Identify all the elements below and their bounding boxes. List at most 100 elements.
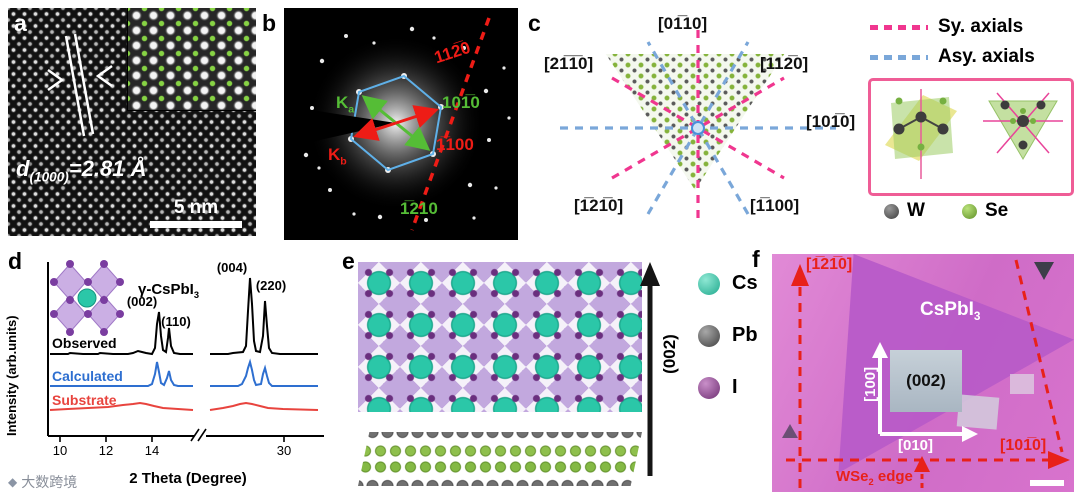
observed-series-label: Observed bbox=[52, 335, 117, 351]
legend-se-atom: Se bbox=[962, 200, 1008, 222]
panel-b-diffraction-image: Ka Kb 112̅0 101̅0 1̅100 1̅210 bbox=[284, 8, 518, 240]
calculated-curve-right bbox=[210, 358, 318, 387]
panel-f-annotations bbox=[786, 259, 1070, 488]
hexagon-outline bbox=[349, 74, 443, 172]
dspacing-value: =2.81 Å bbox=[68, 156, 147, 181]
dark-flake-icon bbox=[1034, 262, 1054, 280]
direction-1120-label: [112̅0] bbox=[760, 54, 809, 73]
panel-e-wse2-layer bbox=[358, 432, 642, 486]
panel-a-label: a bbox=[14, 10, 27, 36]
observed-curve bbox=[50, 311, 193, 356]
direction-0110-label: [01̅10] bbox=[658, 14, 708, 33]
legend-pb: Pb bbox=[698, 324, 758, 347]
right-arrow-icon bbox=[95, 64, 113, 88]
panel-c-axial-lines bbox=[560, 30, 836, 218]
dspacing-plane: (1000) bbox=[29, 169, 69, 185]
watermark: ◆ 大数跨境 bbox=[8, 472, 77, 492]
spot-1010-label: 101̅0 bbox=[442, 93, 480, 112]
observed-curve-right bbox=[210, 277, 318, 355]
xrd-x-axis-label: 2 Theta (Degree) bbox=[129, 470, 247, 487]
x-ticks bbox=[59, 436, 285, 442]
tick-12: 12 bbox=[99, 443, 113, 458]
left-arrow-icon bbox=[47, 68, 65, 92]
se-atom-label: Se bbox=[985, 200, 1009, 221]
panel-c-structure-box bbox=[868, 78, 1074, 196]
ka-opposite-arrow bbox=[395, 121, 431, 151]
axial-dashed-line bbox=[410, 17, 491, 231]
center-marker bbox=[691, 121, 705, 135]
direction-1210-label: [1̅21̅0] bbox=[574, 196, 624, 215]
panel-a-dspacing-annotation: d(1000)=2.81 Å bbox=[16, 156, 147, 184]
i-label: I bbox=[732, 376, 738, 398]
beam-stop bbox=[284, 106, 396, 148]
panel-f-optical-image: (002) [1̅21̅0] [101̅0] CsPbI3 [100] [010… bbox=[772, 254, 1074, 492]
panel-b-diffraction-pattern bbox=[284, 17, 511, 231]
watermark-text: 大数跨境 bbox=[21, 474, 78, 490]
panel-e-label: e bbox=[342, 248, 355, 274]
panel-a-lattice-spacing-marker bbox=[47, 33, 113, 137]
se-atom-icon bbox=[962, 203, 977, 219]
w-atom-icon bbox=[884, 203, 899, 219]
dspacing-symbol: d bbox=[16, 156, 30, 181]
peak-110-label: (110) bbox=[161, 314, 191, 329]
scalebar-line bbox=[150, 221, 242, 228]
cs-atom-icon bbox=[698, 272, 720, 295]
w-atom-label: W bbox=[907, 200, 925, 221]
ka-vector-arrow bbox=[361, 95, 397, 125]
direction-1100-label: [1̅100] bbox=[750, 196, 800, 215]
arrow-1010-head bbox=[1048, 451, 1070, 469]
panel-a-tem-image: d(1000)=2.81 Å 5 nm bbox=[8, 8, 256, 236]
legend-sy-axials: Sy. axials bbox=[870, 16, 1023, 38]
phase-label: γ-CsPbI3 bbox=[138, 281, 200, 300]
panel-e-perovskite-lattice bbox=[358, 262, 642, 412]
pb-atom-icon bbox=[698, 324, 720, 347]
i-atom-icon bbox=[698, 376, 720, 399]
f-wse2-edge-label: WSe2 edge bbox=[836, 468, 913, 487]
spot-1210-label: 1̅210 bbox=[400, 199, 438, 218]
watermark-logo-icon: ◆ bbox=[8, 475, 18, 489]
triangle-flake bbox=[988, 100, 1058, 160]
spot-1100-label: 1̅100 bbox=[436, 135, 474, 154]
tick-10: 10 bbox=[53, 443, 67, 458]
direction-2110-label: [21̅1̅0] bbox=[544, 54, 594, 73]
cs-atom-inset bbox=[77, 288, 97, 308]
cs-label: Cs bbox=[732, 272, 758, 294]
dark-flake-icon-2 bbox=[782, 424, 798, 438]
xrd-axes bbox=[47, 262, 324, 437]
pale-flake-2 bbox=[1010, 374, 1034, 394]
calculated-curve bbox=[50, 361, 193, 387]
panel-a-atomic-model-inset bbox=[127, 8, 256, 111]
substrate-series-label: Substrate bbox=[52, 392, 117, 408]
peak-004-label: (004) bbox=[217, 260, 247, 275]
mirror-plane-green bbox=[891, 97, 953, 159]
legend-cs: Cs bbox=[698, 272, 758, 295]
scalebar-text: 5 nm bbox=[173, 197, 219, 218]
f-direction-010-label: [010] bbox=[898, 437, 934, 454]
kb-opposite-arrow bbox=[353, 118, 397, 141]
legend-asy-axials: Asy. axials bbox=[870, 46, 1035, 68]
sy-axial-swatch bbox=[870, 24, 928, 30]
panel-f-scalebar bbox=[1030, 480, 1064, 486]
peak-002-label: (002) bbox=[127, 294, 157, 309]
wse2-edge-arrow-head bbox=[914, 456, 930, 472]
substrate-curve-right bbox=[209, 401, 319, 411]
kb-label: Kb bbox=[328, 145, 347, 168]
asy-axial-swatch bbox=[870, 54, 928, 60]
asy-axial-label: Asy. axials bbox=[938, 46, 1035, 67]
legend-w-atom: W bbox=[884, 200, 925, 222]
f-direction-1210-label: [1̅21̅0] bbox=[806, 256, 853, 273]
pb-label: Pb bbox=[732, 324, 758, 346]
panel-b-label: b bbox=[262, 10, 277, 36]
arrow-010-head bbox=[962, 426, 978, 442]
sy-axial-label: Sy. axials bbox=[938, 16, 1024, 37]
panel-c-label: c bbox=[528, 10, 541, 36]
panel-a-scalebar: 5 nm bbox=[150, 197, 242, 228]
direction-1010-label: [101̅0] bbox=[806, 112, 856, 131]
xrd-inset-crystal bbox=[50, 260, 124, 336]
peak-220-label: (220) bbox=[256, 278, 286, 293]
f-direction-1010-label: [101̅0] bbox=[1000, 437, 1047, 454]
tick-14: 14 bbox=[145, 443, 159, 458]
f-material-label: CsPbI3 bbox=[920, 299, 981, 323]
cspbi3-002-crystal: (002) bbox=[890, 350, 962, 412]
